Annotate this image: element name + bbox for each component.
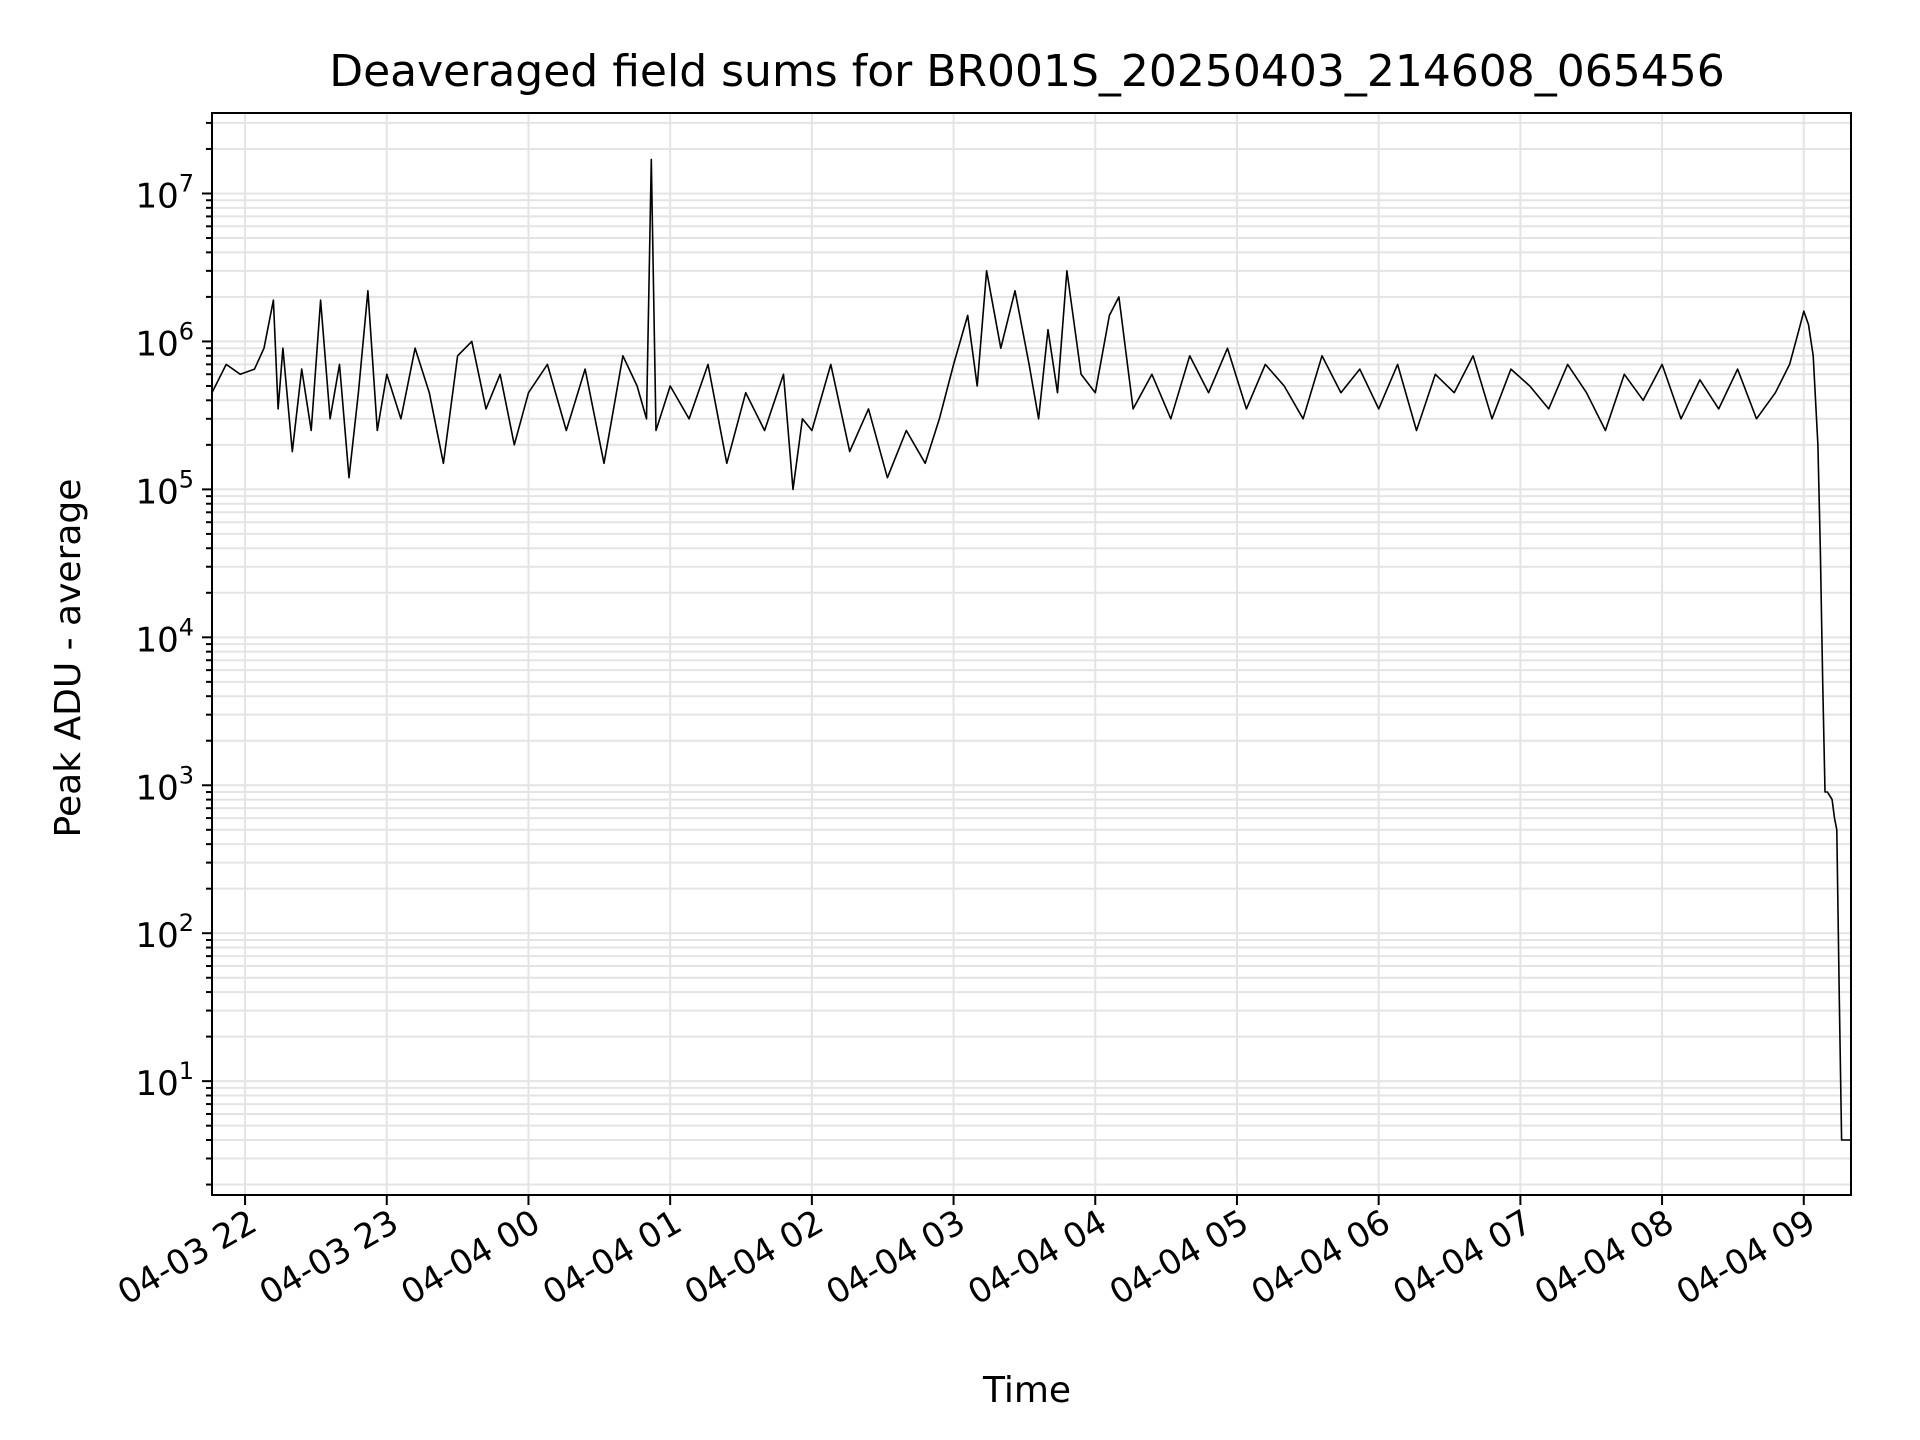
y-tick-base: 10 — [135, 1064, 178, 1104]
x-axis-label: Time — [982, 1370, 1071, 1411]
y-tick-base: 10 — [135, 176, 178, 216]
grid-layer — [212, 113, 1851, 1195]
y-tick-exponent: 2 — [179, 909, 194, 937]
y-tick-base: 10 — [135, 916, 178, 956]
y-tick-exponent: 5 — [179, 465, 194, 493]
y-tick-exponent: 7 — [179, 169, 194, 197]
y-tick-exponent: 3 — [179, 761, 194, 789]
y-tick-label: 107 — [135, 169, 194, 216]
y-tick-base: 10 — [135, 620, 178, 660]
y-tick-exponent: 6 — [179, 317, 194, 345]
y-tick-label: 106 — [135, 317, 194, 364]
y-tick-label: 104 — [135, 613, 194, 660]
plot-frame — [211, 112, 1852, 1196]
y-tick-base: 10 — [135, 472, 178, 512]
data-series-line — [211, 158, 1851, 1141]
y-tick-base: 10 — [135, 768, 178, 808]
y-tick-exponent: 1 — [179, 1057, 194, 1085]
y-tick-exponent: 4 — [179, 613, 194, 641]
y-tick-base: 10 — [135, 324, 178, 364]
y-tick-label: 105 — [135, 465, 194, 512]
chart-title: Deaveraged field sums for BR001S_2025040… — [329, 46, 1725, 97]
y-tick-label: 102 — [135, 909, 194, 956]
y-tick-label: 103 — [135, 761, 194, 808]
y-tick-label: 101 — [135, 1057, 194, 1104]
y-axis-label: Peak ADU - average — [48, 479, 89, 838]
data-layer — [211, 158, 1851, 1141]
